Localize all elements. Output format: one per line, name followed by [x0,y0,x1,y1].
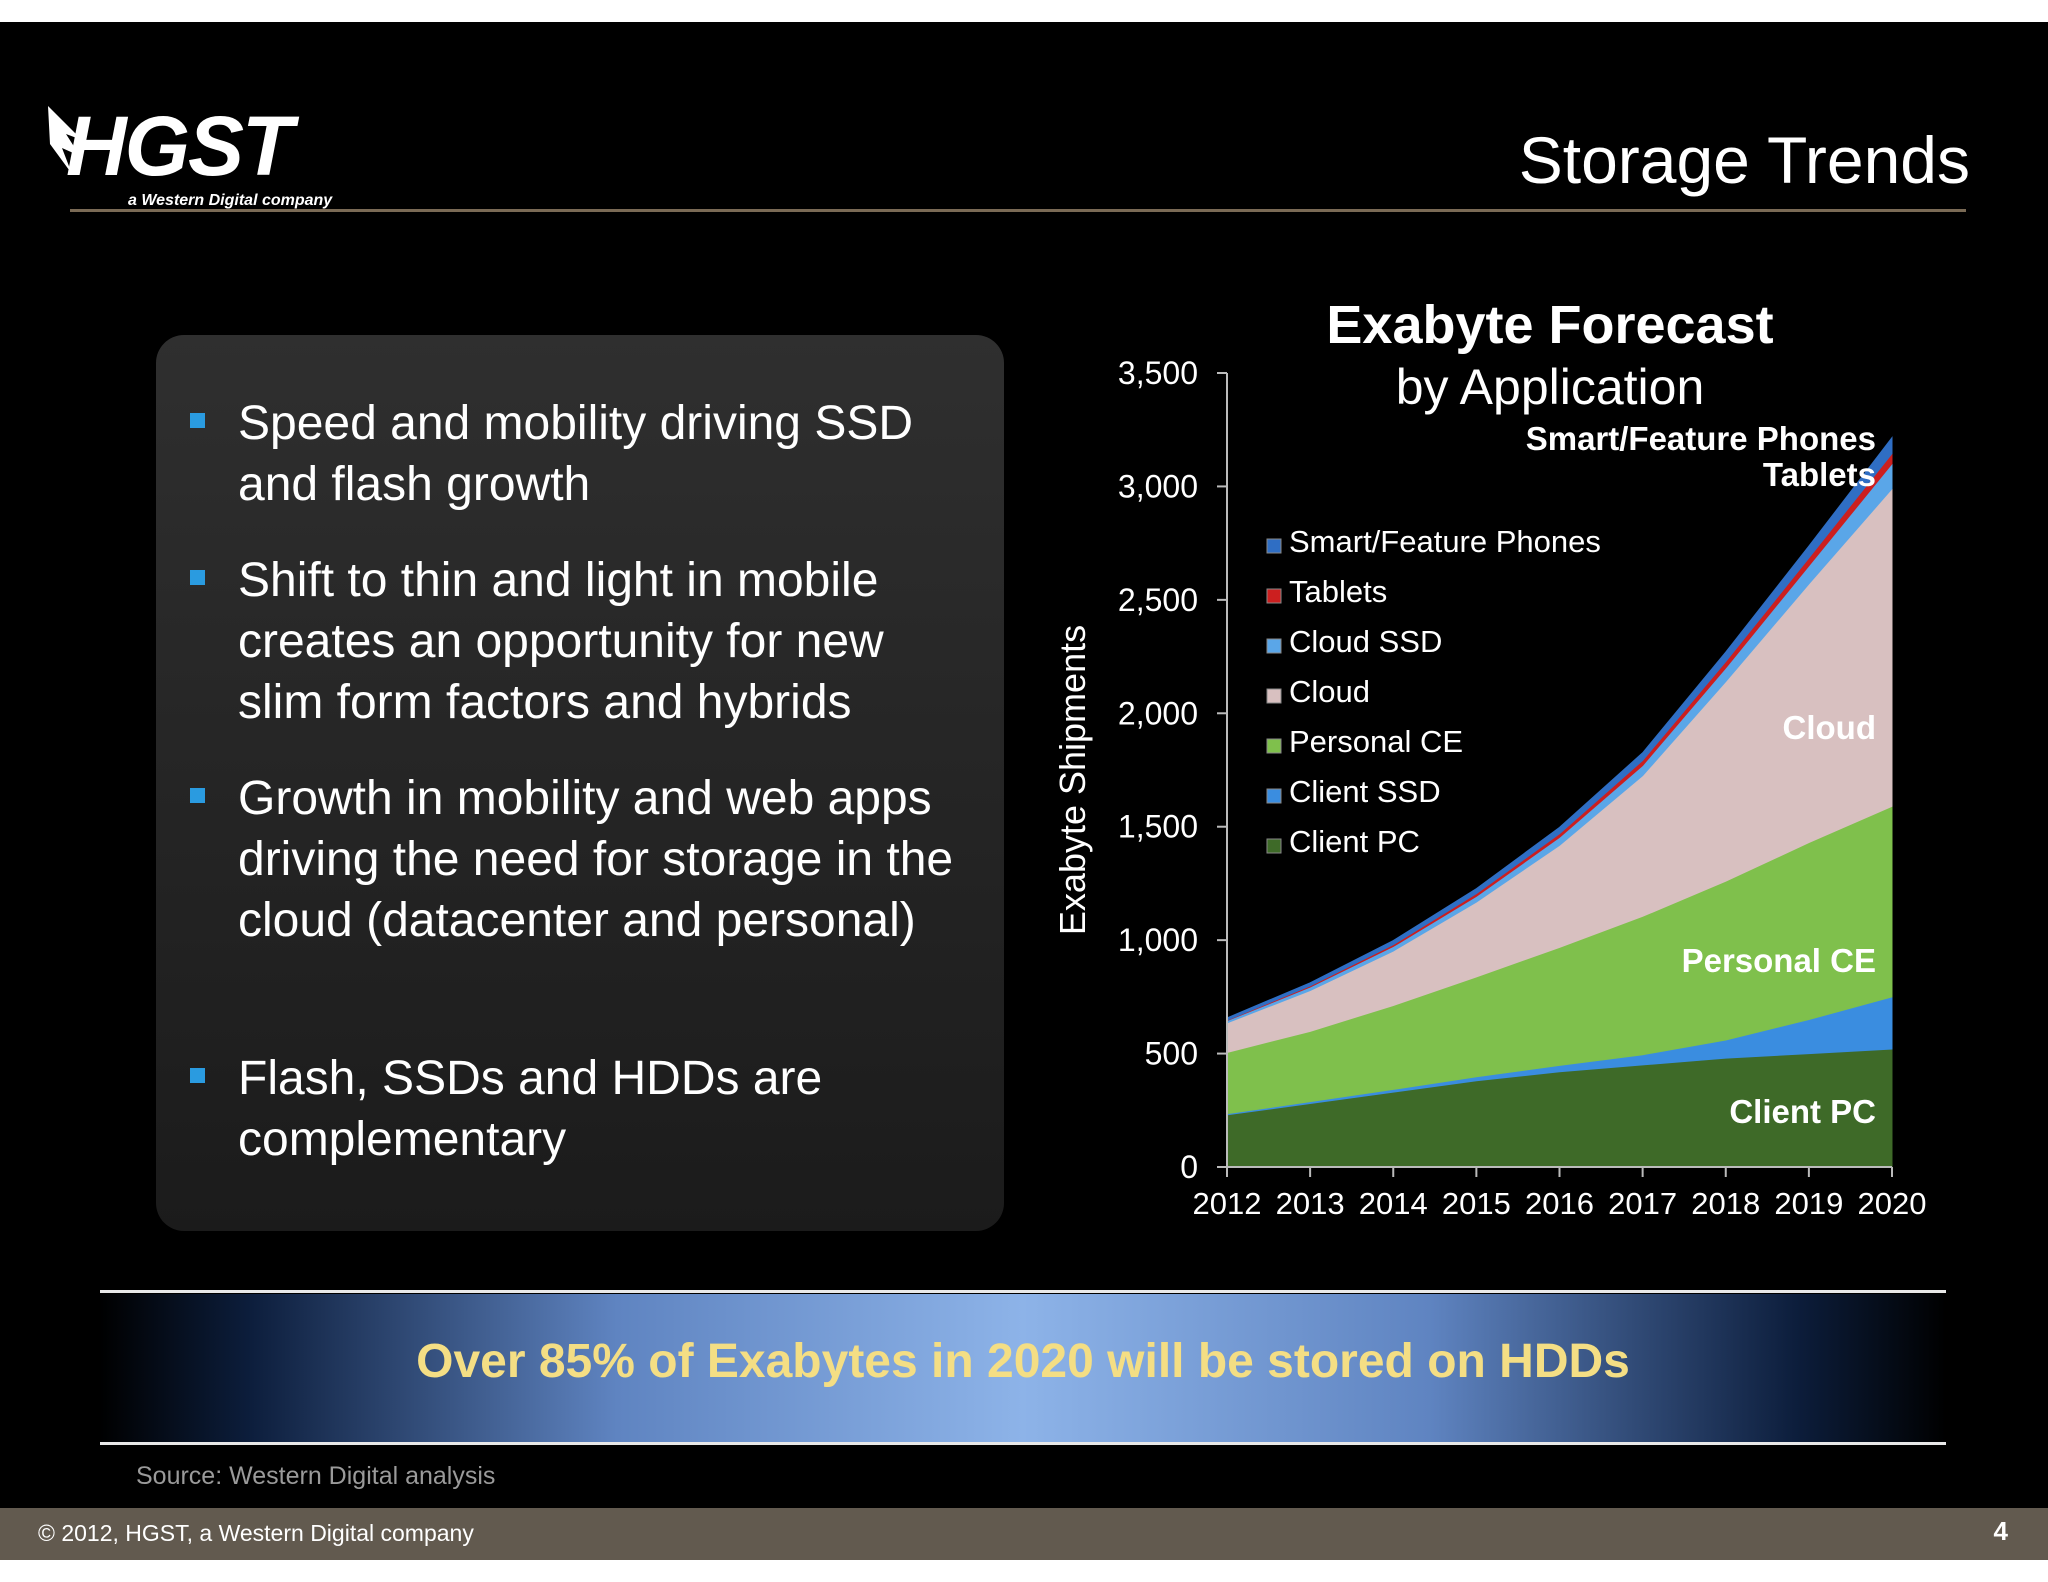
x-tick-label: 2019 [1774,1186,1843,1221]
title-divider [70,209,1966,212]
chart-subtitle: by Application [1395,359,1705,415]
area-label: Smart/Feature Phones [1526,420,1876,457]
hgst-logo: HGST a Western Digital company [46,98,336,218]
source-note: Source: Western Digital analysis [136,1462,496,1490]
legend-swatch [1266,788,1282,804]
bullet-square-icon [190,1068,205,1083]
chart-axes: 0 500 1,000 1,500 2,000 2,500 3,000 3,500 2012 20… [1052,355,1926,1221]
x-tick-label: 2015 [1442,1186,1511,1221]
y-axis-title: Exabyte Shipments [1052,625,1093,935]
slide: HGST a Western Digital company Storage T… [0,22,2048,1560]
bullet-square-icon [190,413,205,428]
bullet-text: Growth in mobility and web apps driving … [238,772,954,947]
legend-swatch [1266,588,1282,604]
bullet-text: Shift to thin and light in mobile create… [238,554,884,729]
x-tick-label: 2018 [1691,1186,1760,1221]
x-tick-label: 2013 [1276,1186,1345,1221]
highlight-banner [100,1294,1946,1444]
x-tick-label: 2016 [1525,1186,1594,1221]
legend-label: Cloud [1289,674,1370,709]
legend-swatch [1266,688,1282,704]
chart-areas [1226,436,1893,1168]
logo-text: HGST [66,99,293,193]
y-tick-label: 0 [1180,1149,1198,1185]
page-number: 4 [1993,1516,2008,1546]
legend-swatch [1266,538,1282,554]
bullet-panel: Speed and mobility driving SSD and flash… [156,335,1004,1231]
slide-title: Storage Trends [1518,123,1970,197]
chart-title: Exabyte Forecast [1326,295,1774,355]
x-tick-label: 2020 [1858,1186,1927,1221]
area-label: Personal CE [1682,942,1876,979]
legend-swatch [1266,738,1282,754]
footer-bar: © 2012, HGST, a Western Digital company … [0,1508,2048,1560]
legend-label: Cloud SSD [1289,624,1442,659]
x-tick-label: 2012 [1193,1186,1262,1221]
bullet-square-icon [190,570,205,585]
legend-label: Client PC [1289,824,1420,859]
banner-top-rule [100,1290,1946,1293]
y-tick-label: 2,500 [1118,582,1198,618]
bullet-square-icon [190,788,205,803]
legend-swatch [1266,838,1282,854]
y-tick-label: 2,000 [1118,695,1198,731]
y-tick-label: 1,500 [1118,809,1198,845]
y-tick-label: 1,000 [1118,922,1198,958]
y-tick-label: 3,000 [1118,468,1198,504]
y-tick-label: 500 [1145,1036,1198,1072]
legend-swatch [1266,638,1282,654]
area-label: Client PC [1729,1093,1876,1130]
legend-label: Personal CE [1289,724,1463,759]
x-tick-label: 2014 [1359,1186,1428,1221]
y-tick-label: 3,500 [1118,355,1198,391]
chart-legend: Smart/Feature Phones Tablets Cloud SSD Clou… [1266,524,1601,859]
area-label: Tablets [1763,456,1876,493]
banner-bottom-rule [100,1442,1946,1445]
area-smart-feature-phones [1226,436,1893,1021]
legend-label: Client SSD [1289,774,1441,809]
legend-label: Smart/Feature Phones [1289,524,1601,559]
bullet-text: Speed and mobility driving SSD and flash… [238,397,914,511]
logo-tagline: a Western Digital company [128,192,333,209]
area-label: Cloud [1783,709,1876,746]
x-tick-label: 2017 [1608,1186,1677,1221]
exabyte-forecast-chart: 0 500 1,000 1,500 2,000 2,500 3,000 3,500 2012 20… [1052,355,1926,1221]
legend-label: Tablets [1289,574,1387,609]
bullet-text: Flash, SSDs and HDDs are complementary [238,1052,823,1166]
banner-text: Over 85% of Exabytes in 2020 will be sto… [416,1335,1630,1388]
footer-copyright: © 2012, HGST, a Western Digital company [38,1520,474,1546]
wing-icon [48,106,82,174]
